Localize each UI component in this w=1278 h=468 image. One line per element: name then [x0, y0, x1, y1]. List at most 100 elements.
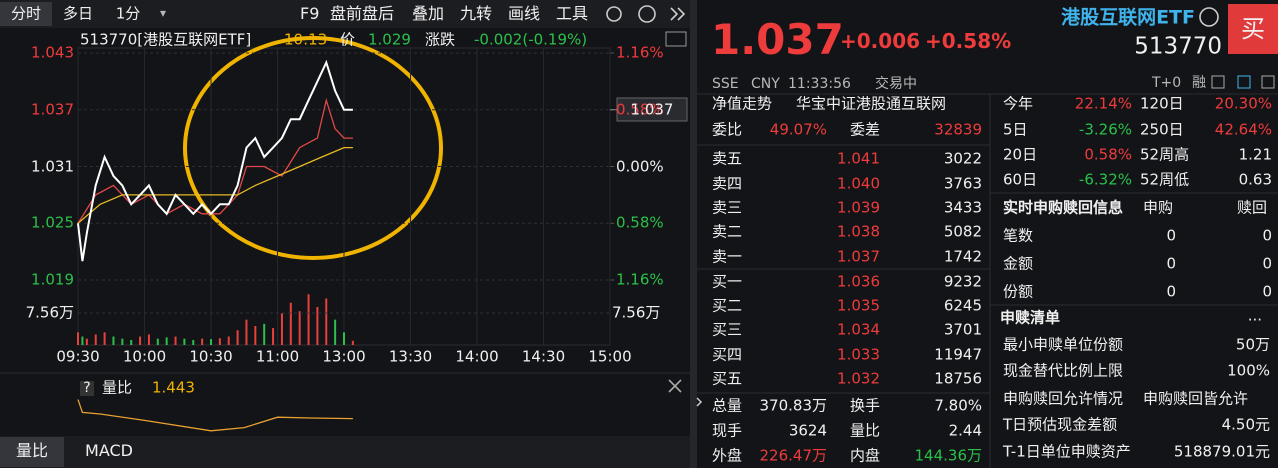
perf-label: 今年: [1003, 94, 1034, 113]
chart-header: 10:13: [284, 30, 328, 49]
x-tick-label: 13:30: [388, 347, 433, 366]
perf-label: 250日: [1140, 120, 1184, 139]
wp-icon[interactable]: [665, 31, 687, 47]
more[interactable]: ...: [1247, 306, 1262, 325]
row-label: 申购赎回允许情况: [1003, 389, 1124, 408]
volume-bar: [254, 325, 257, 345]
tool-button[interactable]: 盘前盘后: [330, 4, 395, 23]
book-label: 买三: [712, 320, 743, 339]
info-icon[interactable]: [1199, 7, 1219, 27]
row-value: 518879.01元: [1173, 442, 1270, 461]
chart-header: 价: [340, 30, 356, 49]
tab[interactable]: 分时: [10, 4, 42, 23]
perf-value: 0.58%: [1084, 145, 1132, 164]
tab[interactable]: 多日: [62, 4, 94, 23]
dropdown[interactable]: ▾: [160, 6, 167, 20]
row-label: 金额: [1003, 254, 1034, 273]
stat-label: 现手: [712, 421, 743, 440]
book-volume: 5082: [943, 222, 982, 241]
volume-bar: [272, 328, 275, 345]
indicator-tab[interactable]: 量比: [15, 441, 49, 460]
volume-bar: [192, 339, 195, 345]
buy-label[interactable]: 买: [1241, 15, 1265, 43]
splitter: [690, 0, 697, 468]
stat-label: 内盘: [850, 446, 881, 465]
perf-label: 120日: [1140, 94, 1184, 113]
stat-value: 370.83万: [759, 396, 828, 415]
volume-bar: [156, 338, 159, 345]
side-toggle[interactable]: [696, 397, 703, 407]
book-label: 卖三: [712, 198, 743, 217]
volume-bar: [183, 338, 186, 345]
icon[interactable]: [1211, 75, 1225, 89]
row-label: 份额: [1003, 282, 1034, 301]
volume-bar: [94, 334, 97, 345]
stat-value: 7.80%: [934, 396, 982, 415]
volume-bar: [130, 339, 133, 345]
volume-bar: [245, 319, 248, 345]
close-icon[interactable]: [668, 379, 682, 393]
x-tick-label: 14:30: [521, 347, 566, 366]
book-label: 买二: [712, 296, 743, 315]
row-label: T日预估现金差额: [1003, 415, 1118, 434]
volume-bar: [316, 306, 319, 345]
settings-icon[interactable]: [606, 6, 622, 22]
stat-label: 外盘: [712, 446, 743, 465]
row-label: 现金替代比例上限: [1003, 361, 1124, 380]
y2-tick-label: 0.00%: [616, 157, 664, 175]
book-volume: 1742: [943, 247, 982, 266]
y2-tick-label: 0.58%: [616, 100, 664, 119]
tool-button[interactable]: F9: [300, 4, 320, 23]
stat-value: 226.47万: [759, 446, 828, 465]
buy-button[interactable]: [1228, 4, 1278, 54]
volume-bar: [236, 330, 239, 345]
x-tick-label: 14:00: [455, 347, 499, 366]
book-label: 买五: [712, 369, 743, 388]
active-indicator-tab[interactable]: [0, 437, 64, 467]
x-tick-label: 15:00: [588, 347, 632, 366]
nav-link[interactable]: 净值走势: [712, 94, 773, 113]
help-icon[interactable]: [638, 5, 656, 23]
status: 交易中: [875, 76, 917, 92]
last-price: 1.037: [711, 15, 844, 64]
volume-bar: [210, 339, 212, 345]
section-title: 申赎清单: [1000, 308, 1061, 327]
volume-bar: [298, 311, 301, 345]
status: 11:33:56: [788, 76, 851, 92]
volume-bar: [343, 332, 345, 345]
tool-button[interactable]: 九转: [460, 4, 493, 23]
y2-tick-label: 1.16%: [616, 270, 664, 289]
y2-tick-label: 0.58%: [616, 213, 664, 232]
series-line: [77, 399, 353, 432]
row-value: 4.50元: [1221, 415, 1270, 434]
series-line: [77, 59, 353, 262]
tab[interactable]: 1分: [115, 4, 141, 23]
tab-bar: [0, 436, 690, 468]
indicator-tab[interactable]: MACD: [85, 441, 133, 460]
perf-label: 52周低: [1140, 170, 1190, 189]
tool-button[interactable]: 叠加: [412, 4, 445, 23]
chart-header: 513770[港股互联网ETF]: [80, 30, 252, 49]
book-price: 1.032: [837, 369, 880, 388]
tool-button[interactable]: 画线: [508, 4, 541, 23]
perf-value: 0.63: [1238, 170, 1272, 189]
active-tab[interactable]: [0, 2, 52, 26]
security-code: 513770: [1134, 33, 1222, 60]
expand-icon[interactable]: [670, 7, 686, 21]
icon[interactable]: [1237, 75, 1251, 89]
y-tick-label: 1.019: [31, 270, 74, 289]
book-label: 卖五: [712, 149, 743, 168]
series-line: [77, 146, 353, 224]
tool-button[interactable]: 工具: [556, 4, 589, 23]
volume-bar: [307, 294, 310, 345]
volume-bar: [139, 336, 142, 345]
row-value: 0: [1166, 254, 1176, 273]
column-header: 申购: [1143, 198, 1174, 217]
icon[interactable]: [1261, 75, 1275, 89]
y-tick-label: 7.56万: [25, 303, 74, 322]
stat-label: 换手: [850, 396, 881, 415]
row-value: 50万: [1235, 335, 1270, 354]
volume-bar: [289, 302, 292, 345]
